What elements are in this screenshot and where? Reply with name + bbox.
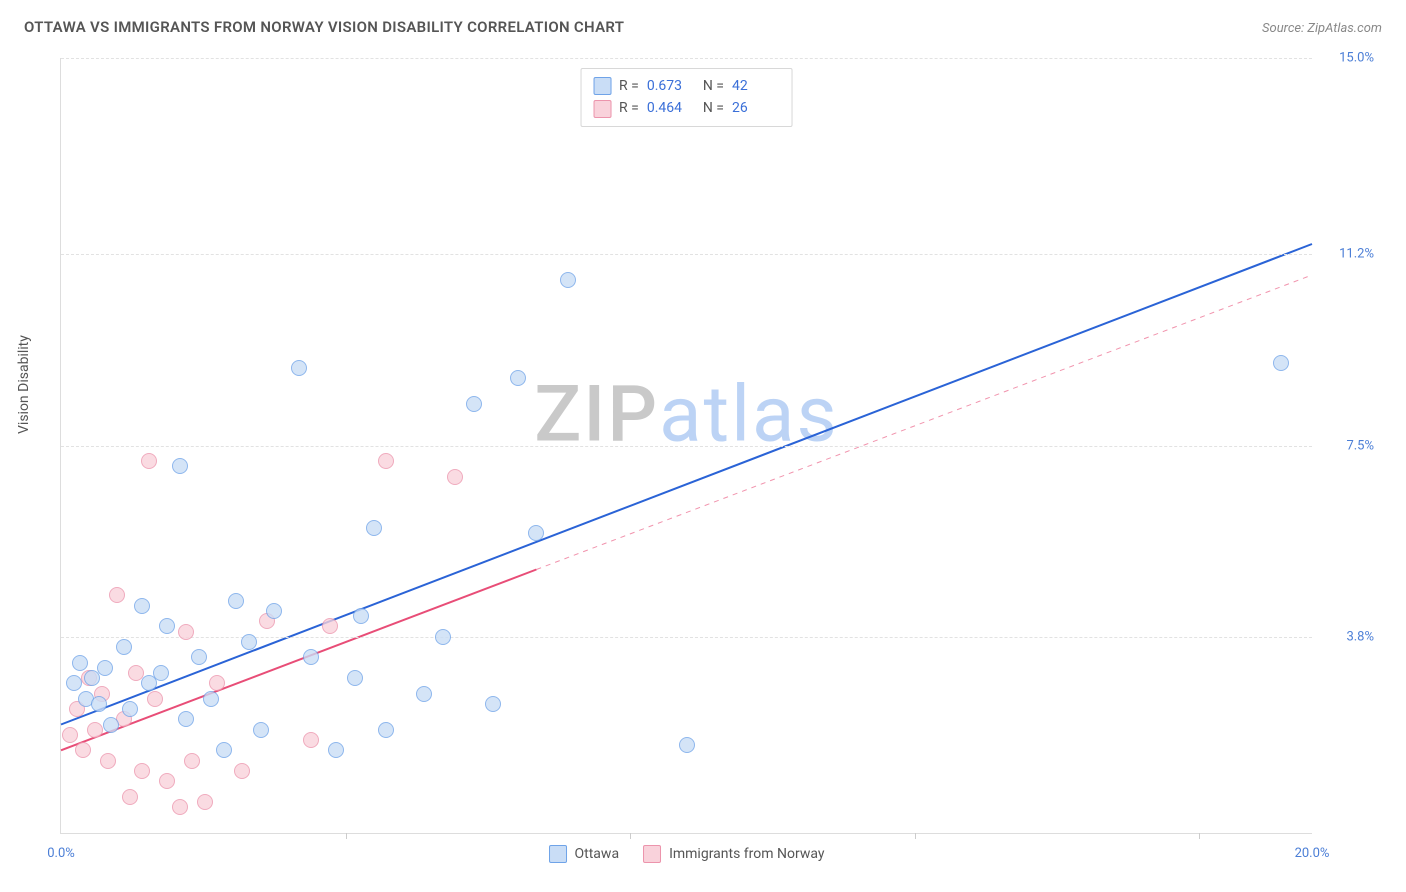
chart-source: Source: ZipAtlas.com: [1262, 21, 1382, 36]
legend-swatch: [549, 845, 567, 863]
x-minor-tick: [630, 833, 631, 839]
data-point: [172, 799, 188, 815]
x-minor-tick: [1199, 833, 1200, 839]
series-legend: Ottawa Immigrants from Norway: [549, 845, 825, 863]
y-tick-label: 15.0%: [1318, 51, 1374, 66]
y-tick-label: 11.2%: [1318, 247, 1374, 262]
data-point: [75, 742, 91, 758]
data-point: [447, 469, 463, 485]
stats-legend: R = 0.673 N = 42 R = 0.464 N = 26: [580, 68, 793, 127]
data-point: [435, 629, 451, 645]
legend-label: Immigrants from Norway: [669, 846, 824, 862]
data-point: [303, 732, 319, 748]
data-point: [353, 608, 369, 624]
data-point: [122, 701, 138, 717]
trend-line: [61, 244, 1312, 725]
data-point: [184, 753, 200, 769]
trend-line-dashed: [536, 275, 1312, 570]
stats-r-label: R =: [619, 97, 639, 119]
data-point: [679, 737, 695, 753]
stats-n-value: 42: [732, 75, 780, 97]
data-point: [178, 711, 194, 727]
stats-r-label: R =: [619, 75, 639, 97]
data-point: [197, 794, 213, 810]
data-point: [241, 634, 257, 650]
legend-item: Immigrants from Norway: [643, 845, 824, 863]
data-point: [209, 675, 225, 691]
data-point: [147, 691, 163, 707]
data-point: [97, 660, 113, 676]
data-point: [159, 773, 175, 789]
data-point: [328, 742, 344, 758]
y-tick-label: 3.8%: [1318, 629, 1374, 644]
legend-label: Ottawa: [575, 846, 620, 862]
y-tick-label: 7.5%: [1318, 438, 1374, 453]
data-point: [528, 525, 544, 541]
stats-row: R = 0.464 N = 26: [593, 97, 780, 119]
data-point: [560, 272, 576, 288]
data-point: [141, 453, 157, 469]
x-tick-label: 0.0%: [47, 846, 75, 861]
data-point: [87, 722, 103, 738]
stats-row: R = 0.673 N = 42: [593, 75, 780, 97]
x-minor-tick: [915, 833, 916, 839]
chart-header: OTTAWA VS IMMIGRANTS FROM NORWAY VISION …: [0, 0, 1406, 36]
stats-r-value: 0.464: [647, 97, 695, 119]
data-point: [103, 717, 119, 733]
gridline: [61, 446, 1312, 447]
data-point: [91, 696, 107, 712]
data-point: [291, 360, 307, 376]
data-point: [303, 649, 319, 665]
data-point: [178, 624, 194, 640]
data-point: [378, 722, 394, 738]
data-point: [66, 675, 82, 691]
data-point: [62, 727, 78, 743]
data-point: [234, 763, 250, 779]
data-point: [485, 696, 501, 712]
x-minor-tick: [346, 833, 347, 839]
legend-swatch: [643, 845, 661, 863]
legend-item: Ottawa: [549, 845, 620, 863]
data-point: [466, 396, 482, 412]
chart-area: Vision Disability ZIPatlas R = 0.673 N =…: [24, 50, 1382, 882]
data-point: [216, 742, 232, 758]
stats-n-label: N =: [703, 97, 724, 119]
data-point: [266, 603, 282, 619]
stats-r-value: 0.673: [647, 75, 695, 97]
data-point: [1273, 355, 1289, 371]
gridline: [61, 254, 1312, 255]
data-point: [191, 649, 207, 665]
data-point: [159, 618, 175, 634]
data-point: [122, 789, 138, 805]
data-point: [203, 691, 219, 707]
x-tick-label: 20.0%: [1295, 846, 1330, 861]
stats-swatch: [593, 100, 611, 118]
y-axis-label: Vision Disability: [16, 335, 32, 434]
stats-n-value: 26: [732, 97, 780, 119]
trend-line: [61, 570, 536, 751]
data-point: [109, 587, 125, 603]
data-point: [347, 670, 363, 686]
data-point: [228, 593, 244, 609]
data-point: [72, 655, 88, 671]
chart-title: OTTAWA VS IMMIGRANTS FROM NORWAY VISION …: [24, 18, 624, 36]
stats-swatch: [593, 77, 611, 95]
data-point: [366, 520, 382, 536]
data-point: [378, 453, 394, 469]
plot-region: ZIPatlas R = 0.673 N = 42 R = 0.464 N = …: [60, 58, 1312, 834]
gridline: [61, 58, 1312, 59]
data-point: [416, 686, 432, 702]
data-point: [253, 722, 269, 738]
data-point: [116, 639, 132, 655]
data-point: [172, 458, 188, 474]
data-point: [322, 618, 338, 634]
data-point: [153, 665, 169, 681]
data-point: [134, 598, 150, 614]
data-point: [100, 753, 116, 769]
stats-n-label: N =: [703, 75, 724, 97]
data-point: [510, 370, 526, 386]
data-point: [134, 763, 150, 779]
